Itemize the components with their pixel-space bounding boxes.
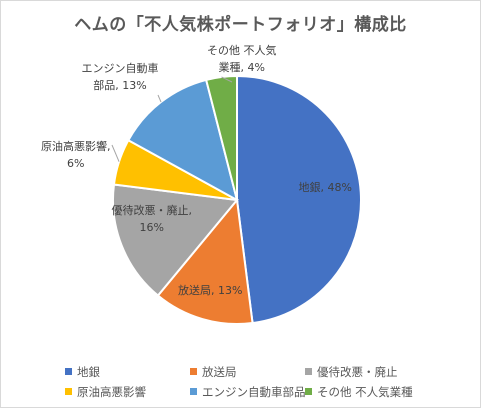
pie-slice-sonota [204,74,238,201]
legend-swatch [190,388,197,395]
data-label-genyu: 原油高悪影響, 6% [41,138,111,172]
legend-swatch [305,368,312,375]
legend-label: エンジン自動車部品 [202,385,306,399]
leader-line-engine [157,94,162,103]
data-label-line: 16% [139,221,164,234]
data-label-line: 原油高悪影響, [41,140,111,153]
data-label-chiginn: 地銀, 48% [299,179,352,196]
pie-slice-chiginn [236,74,362,325]
legend-item-genyu: 原油高悪影響 [65,384,146,400]
legend-swatch [190,368,197,375]
pie-slice-engine [126,78,239,202]
legend-item-sonota: その他 不人気業種 [305,384,413,400]
leader-line-genyu [111,144,120,162]
data-label-housoukyoku: 放送局, 13% [178,282,242,299]
chart-title: ヘムの「不人気株ポートフォリオ」構成比 [74,15,407,35]
data-label-line: その他 不人気 [207,44,277,57]
pie-slice-yutai [112,183,239,297]
legend-label: 優待改悪・廃止 [317,365,398,379]
legend-swatch [305,388,312,395]
legend-label: 放送局 [202,365,237,379]
legend-item-housoukyoku: 放送局 [190,364,237,380]
data-label-sonota: その他 不人気 業種, 4% [207,42,277,76]
legend-item-yutai: 優待改悪・廃止 [305,364,398,380]
data-label-line: エンジン自動車 [81,62,159,75]
pie-slice-housoukyoku [156,197,254,325]
data-label-line: 業種, 4% [218,61,265,74]
data-label-line: 6% [67,157,85,170]
legend-swatch [65,368,72,375]
legend-item-engine: エンジン自動車部品 [190,384,306,400]
legend-swatch [65,388,72,395]
data-label-line: 放送局, 13% [178,283,243,297]
data-label-line: 優待改悪・廃止, [111,204,193,217]
data-label-yutai: 優待改悪・廃止, 16% [112,202,193,236]
legend-item-chiginn: 地銀 [65,364,100,380]
legend-label: 原油高悪影響 [77,385,146,399]
data-label-engine: エンジン自動車 部品, 13% [82,60,159,94]
data-label-line: 部品, 13% [93,79,147,92]
leader-line-sonota [221,76,233,83]
legend-label: 地銀 [77,365,100,379]
data-label-line: 地銀, 48% [298,180,352,194]
legend-label: その他 不人気業種 [317,385,413,399]
